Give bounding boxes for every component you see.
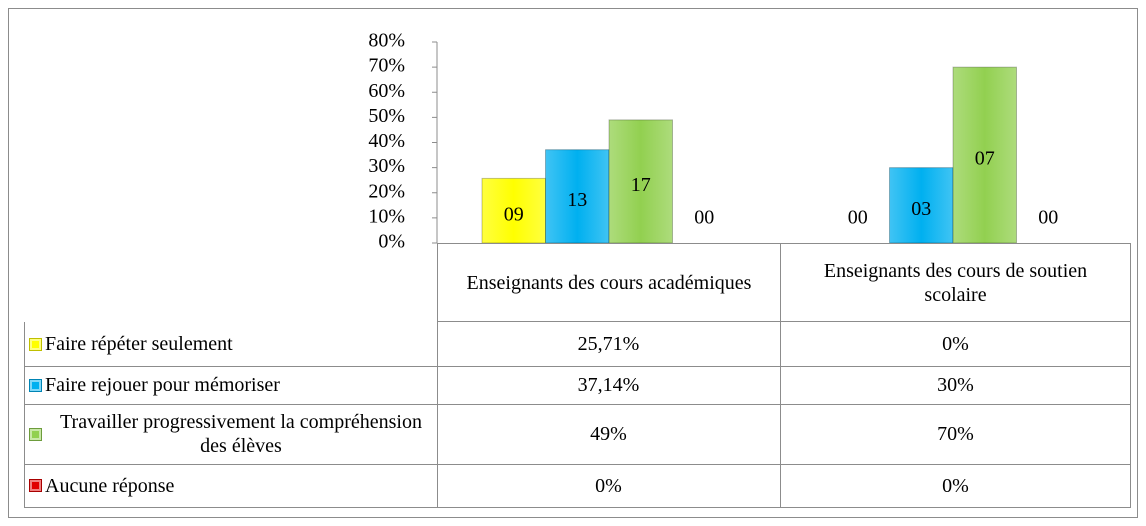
data-label: 13 (567, 189, 587, 211)
y-tick-label: 40% (368, 130, 405, 152)
y-tick-label: 60% (368, 80, 405, 102)
legend-swatch (29, 479, 42, 492)
bar (952, 66, 1017, 244)
legend-cell: Aucune réponse (24, 464, 438, 508)
legend-swatch (29, 378, 42, 392)
legend-label: Travailler progressivement la compréhens… (60, 411, 422, 457)
data-label: 03 (911, 198, 931, 220)
data-label: 00 (1038, 207, 1058, 229)
bar (889, 167, 954, 244)
table-value: 30% (781, 366, 1131, 405)
data-label: 17 (631, 174, 651, 196)
table-value: 37,14% (437, 366, 781, 405)
legend-cell: Travailler progressivement la compréhens… (24, 404, 438, 465)
table-value: 0% (437, 464, 781, 508)
category-header: Enseignants des cours de soutien scolair… (781, 243, 1131, 322)
y-tick-label: 50% (368, 105, 405, 127)
legend-label: Faire répéter seulement (45, 333, 233, 355)
y-tick-label: 0% (378, 231, 405, 253)
bar (545, 149, 610, 244)
chart-frame (8, 8, 1138, 518)
table-value: 0% (781, 464, 1131, 508)
legend-swatch (29, 427, 42, 441)
legend-cell: Faire répéter seulement (24, 322, 438, 367)
table-value: 49% (437, 404, 781, 465)
data-label: 09 (504, 203, 524, 225)
legend-label: Faire rejouer pour mémoriser (45, 374, 280, 396)
table-value: 0% (781, 322, 1131, 367)
data-label: 00 (848, 207, 868, 229)
y-tick-label: 30% (368, 155, 405, 177)
data-label: 07 (975, 148, 995, 170)
bar (608, 119, 673, 244)
table-value: 25,71% (437, 322, 781, 367)
data-label: 00 (694, 207, 714, 229)
legend-label: Aucune réponse (45, 474, 175, 497)
y-tick-label: 20% (368, 180, 405, 202)
y-tick-label: 10% (368, 205, 405, 227)
table-value: 70% (781, 404, 1131, 465)
category-header: Enseignants des cours académiques (437, 243, 781, 322)
legend-swatch (29, 337, 42, 351)
legend-cell: Faire rejouer pour mémoriser (24, 366, 438, 405)
y-tick-label: 70% (368, 55, 405, 77)
y-tick-label: 80% (368, 30, 405, 52)
